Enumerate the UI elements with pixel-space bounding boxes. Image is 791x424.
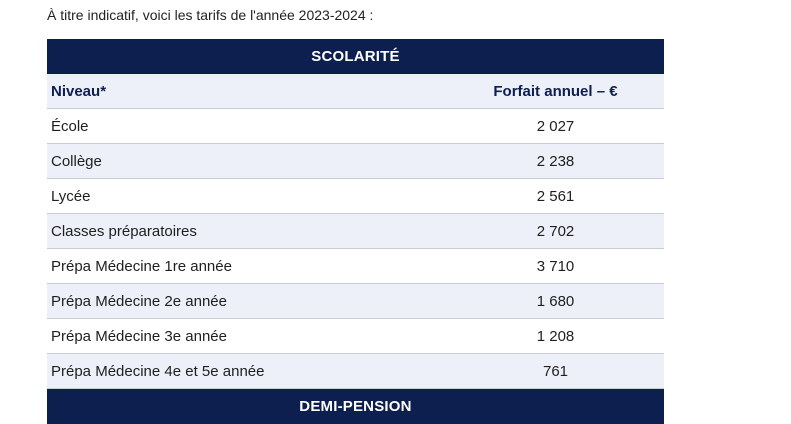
table-row: Collège 2 238	[47, 143, 664, 179]
niveau-cell: Prépa Médecine 4e et 5e année	[47, 353, 265, 389]
intro-text: À titre indicatif, voici les tarifs de l…	[47, 7, 374, 23]
table-row: Lycée 2 561	[47, 178, 664, 214]
column-headers: Niveau* Forfait annuel – €	[47, 73, 664, 109]
forfait-cell: 3 710	[536, 257, 575, 275]
demi-pension-section-header: DEMI-PENSION	[47, 388, 664, 424]
niveau-cell: École	[47, 108, 184, 144]
table-row: Prépa Médecine 3e année 1 208	[47, 318, 664, 354]
forfait-cell: 2 702	[536, 222, 575, 240]
forfait-cell: 1 208	[536, 327, 575, 345]
niveau-header: Niveau*	[47, 73, 184, 109]
niveau-cell: Lycée	[47, 178, 184, 214]
forfait-cell: 2 238	[536, 152, 575, 170]
forfait-cell: 1 680	[536, 292, 575, 310]
table-row: Classes préparatoires 2 702	[47, 213, 664, 249]
table-row: École 2 027	[47, 108, 664, 144]
scolarite-title: SCOLARITÉ	[47, 39, 664, 74]
niveau-cell: Classes préparatoires	[47, 213, 197, 249]
forfait-cell: 2 561	[536, 187, 575, 205]
niveau-cell: Prépa Médecine 2e année	[47, 283, 227, 319]
scolarite-section-header: SCOLARITÉ	[47, 39, 664, 74]
tarifs-table: SCOLARITÉ Niveau* Forfait annuel – € Éco…	[47, 39, 664, 424]
table-row: Prépa Médecine 4e et 5e année 761	[47, 353, 664, 389]
niveau-cell: Prépa Médecine 1re année	[47, 248, 232, 284]
demi-pension-title: DEMI-PENSION	[47, 388, 664, 424]
forfait-header: Forfait annuel – €	[493, 82, 618, 100]
table-row: Prépa Médecine 2e année 1 680	[47, 283, 664, 319]
forfait-cell: 2 027	[536, 117, 575, 135]
table-row: Prépa Médecine 1re année 3 710	[47, 248, 664, 284]
niveau-cell: Prépa Médecine 3e année	[47, 318, 227, 354]
forfait-cell: 761	[542, 362, 569, 380]
niveau-cell: Collège	[47, 143, 184, 179]
